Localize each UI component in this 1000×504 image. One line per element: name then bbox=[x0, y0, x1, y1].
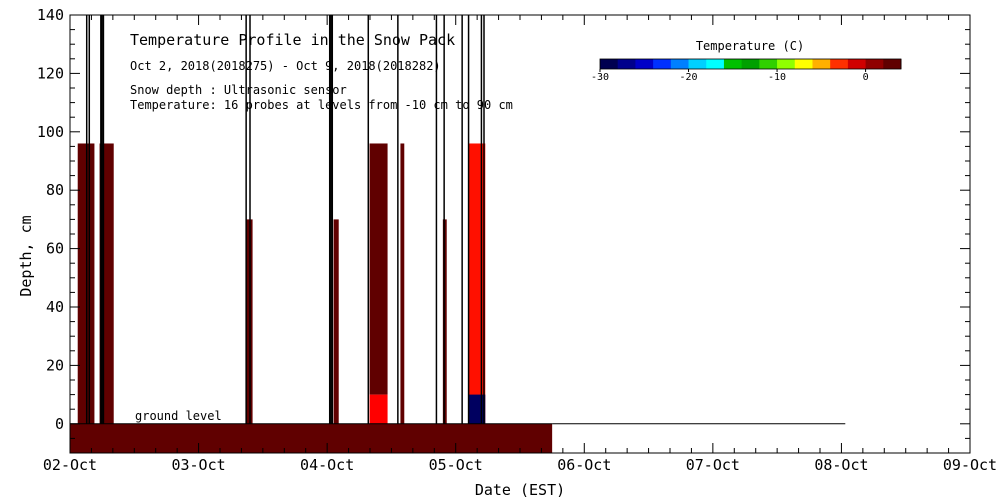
chart-note-2: Temperature: 16 probes at levels from -1… bbox=[130, 98, 513, 112]
colorbar-swatch bbox=[723, 59, 743, 69]
chart-subtitle: Oct 2, 2018(2018275) - Oct 9, 2018(20182… bbox=[130, 59, 441, 73]
x-tick-label: 06-Oct bbox=[557, 456, 611, 474]
colorbar-swatch bbox=[617, 59, 636, 69]
x-tick-label: 03-Oct bbox=[171, 456, 225, 474]
x-tick-label: 07-Oct bbox=[686, 456, 740, 474]
colorbar-swatch bbox=[600, 59, 619, 69]
y-tick-label: 80 bbox=[46, 181, 64, 199]
colorbar: Temperature (C) -30 -20 -10 0 bbox=[591, 39, 902, 83]
x-axis-label: Date (EST) bbox=[475, 481, 565, 499]
heatmap-cells bbox=[70, 143, 553, 453]
event-lines bbox=[70, 15, 846, 425]
y-tick-label: 140 bbox=[37, 6, 64, 24]
y-tick-label: 40 bbox=[46, 298, 64, 316]
heatmap-cell-5 bbox=[369, 394, 388, 424]
heatmap-cell-8 bbox=[468, 143, 486, 424]
colorbar-swatch bbox=[670, 59, 690, 69]
plot-border bbox=[69, 14, 971, 454]
y-tick-label: 60 bbox=[46, 240, 64, 258]
y-axis-label: Depth, cm bbox=[17, 215, 35, 296]
colorbar-swatch bbox=[635, 59, 654, 69]
colorbar-tick-label: 0 bbox=[863, 72, 869, 83]
ground-band bbox=[70, 423, 553, 453]
colorbar-swatch bbox=[883, 59, 902, 69]
chart-note-1: Snow depth : Ultrasonic sensor bbox=[130, 83, 347, 97]
colorbar-swatch bbox=[777, 59, 796, 69]
ground-level-label: ground level bbox=[135, 409, 222, 423]
plot-frame bbox=[69, 14, 971, 454]
heatmap-cell-9 bbox=[468, 394, 486, 424]
heatmap-cell-6 bbox=[400, 143, 405, 424]
colorbar-tick-label: -20 bbox=[679, 72, 697, 83]
colorbar-swatch bbox=[865, 59, 884, 69]
x-tick-label: 04-Oct bbox=[300, 456, 354, 474]
axis-ticks: 02-Oct 03-Oct 04-Oct 05-Oct 06-Oct 07-Oct 08-O… bbox=[37, 6, 997, 474]
colorbar-swatch bbox=[812, 59, 831, 69]
y-tick-label: 0 bbox=[55, 415, 64, 433]
colorbar-swatch bbox=[741, 59, 760, 69]
colorbar-label: Temperature (C) bbox=[696, 39, 804, 53]
heatmap-cell-3 bbox=[333, 219, 339, 424]
colorbar-swatch bbox=[653, 59, 672, 69]
colorbar-swatch bbox=[847, 59, 867, 69]
colorbar-swatch bbox=[688, 59, 707, 69]
colorbar-tick-label: -10 bbox=[768, 72, 786, 83]
colorbar-swatch bbox=[830, 59, 849, 69]
y-tick-label: 100 bbox=[37, 123, 64, 141]
colorbar-tick-label: -30 bbox=[591, 72, 609, 83]
colorbar-border bbox=[599, 58, 902, 70]
colorbar-swatches bbox=[599, 58, 902, 70]
x-tick-label: 08-Oct bbox=[814, 456, 868, 474]
colorbar-swatch bbox=[759, 59, 778, 69]
heatmap-cell-4 bbox=[369, 143, 388, 395]
x-tick-label: 09-Oct bbox=[943, 456, 997, 474]
chart-title: Temperature Profile in the Snow Pack bbox=[130, 31, 455, 49]
y-tick-label: 120 bbox=[37, 64, 64, 82]
x-tick-label: 05-Oct bbox=[429, 456, 483, 474]
colorbar-swatch bbox=[794, 59, 813, 69]
x-tick-label: 02-Oct bbox=[43, 456, 97, 474]
y-tick-label: 20 bbox=[46, 356, 64, 374]
colorbar-ticks: -30 -20 -10 0 bbox=[591, 69, 869, 83]
colorbar-swatch bbox=[706, 59, 725, 69]
